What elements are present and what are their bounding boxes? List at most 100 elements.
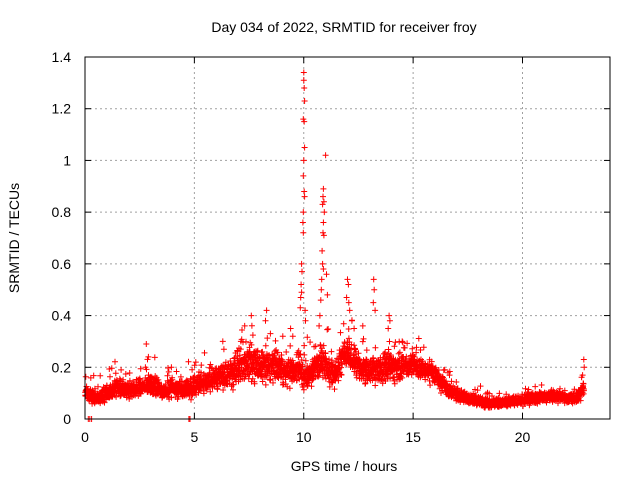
data-point xyxy=(201,349,208,356)
data-point xyxy=(283,349,290,355)
x-tick-label: 5 xyxy=(190,429,198,445)
data-point xyxy=(207,361,214,368)
data-point xyxy=(238,336,245,343)
data-point xyxy=(126,377,133,384)
y-axis-label: SRMTID / TECUs xyxy=(6,183,22,293)
data-point xyxy=(116,375,123,382)
data-point xyxy=(278,356,285,363)
data-point xyxy=(338,371,345,378)
data-point xyxy=(143,366,150,373)
data-point xyxy=(254,347,261,354)
data-point xyxy=(187,375,194,382)
data-point xyxy=(322,350,329,356)
data-point xyxy=(262,381,269,388)
data-point xyxy=(289,357,296,364)
data-point xyxy=(112,370,119,377)
data-point xyxy=(227,358,234,364)
data-point xyxy=(243,338,249,345)
data-point xyxy=(189,366,196,373)
data-point xyxy=(91,385,98,392)
data-point xyxy=(126,370,133,376)
data-point xyxy=(295,347,302,354)
data-point xyxy=(325,375,332,382)
data-point xyxy=(249,332,256,339)
x-axis-label: GPS time / hours xyxy=(291,458,398,474)
data-point xyxy=(97,372,104,379)
data-point xyxy=(230,381,237,388)
data-point xyxy=(239,327,245,333)
data-point xyxy=(262,342,269,349)
data-point xyxy=(234,348,241,355)
data-point xyxy=(95,383,101,390)
data-point xyxy=(165,368,172,375)
data-point xyxy=(263,372,270,379)
data-point xyxy=(175,393,182,400)
data-point xyxy=(267,330,274,337)
data-point xyxy=(287,342,294,349)
data-point xyxy=(299,361,306,368)
data-point xyxy=(259,348,266,355)
x-tick-label: 20 xyxy=(515,429,531,445)
x-tick-label: 15 xyxy=(405,429,421,445)
data-point xyxy=(274,349,281,356)
data-point xyxy=(101,399,108,406)
data-point xyxy=(325,326,332,332)
data-point xyxy=(262,374,269,380)
data-point xyxy=(191,362,198,369)
data-point xyxy=(107,373,113,380)
y-tick-label: 0.8 xyxy=(52,204,72,220)
data-point xyxy=(168,394,175,401)
chart-title: Day 034 of 2022, SRMTID for receiver fro… xyxy=(211,19,476,35)
data-point xyxy=(192,359,199,366)
data-point xyxy=(90,372,97,379)
data-point xyxy=(272,337,279,344)
y-tick-label: 0.6 xyxy=(52,256,72,272)
data-point xyxy=(122,371,129,377)
y-tick-label: 0.2 xyxy=(52,359,72,375)
data-point xyxy=(267,376,274,383)
data-point xyxy=(328,357,335,364)
data-point xyxy=(165,365,171,371)
data-point xyxy=(226,380,233,386)
data-point xyxy=(207,388,214,395)
data-point xyxy=(169,376,176,383)
data-point xyxy=(108,365,115,372)
data-point xyxy=(82,373,89,380)
data-point xyxy=(112,358,118,365)
data-point xyxy=(248,322,255,329)
data-point xyxy=(164,372,171,379)
data-point xyxy=(279,333,286,340)
data-point xyxy=(185,358,192,365)
data-point xyxy=(337,329,344,336)
data-point xyxy=(120,376,127,383)
data-point xyxy=(151,354,158,361)
x-tick-label: 0 xyxy=(81,429,89,445)
data-point xyxy=(147,373,154,380)
data-point xyxy=(297,351,304,358)
data-point xyxy=(320,342,327,349)
data-point xyxy=(188,396,194,403)
data-point xyxy=(282,381,289,387)
data-point xyxy=(335,377,342,384)
data-point xyxy=(298,357,305,363)
data-point xyxy=(300,386,307,393)
data-point xyxy=(198,369,204,376)
data-point xyxy=(237,346,244,353)
data-point xyxy=(312,343,319,350)
data-point xyxy=(307,339,314,346)
data-point xyxy=(246,371,253,378)
data-point xyxy=(248,341,255,348)
y-tick-label: 0 xyxy=(63,411,71,427)
data-point xyxy=(198,362,205,369)
data-point xyxy=(137,365,144,372)
data-point xyxy=(326,383,333,390)
data-point xyxy=(316,372,322,379)
data-points xyxy=(82,69,588,422)
data-point xyxy=(308,383,315,390)
data-point xyxy=(301,351,308,358)
data-point xyxy=(304,334,311,341)
data-point xyxy=(302,357,309,364)
data-point xyxy=(168,364,175,371)
y-tick-label: 1.2 xyxy=(52,101,72,117)
data-point xyxy=(270,379,276,386)
